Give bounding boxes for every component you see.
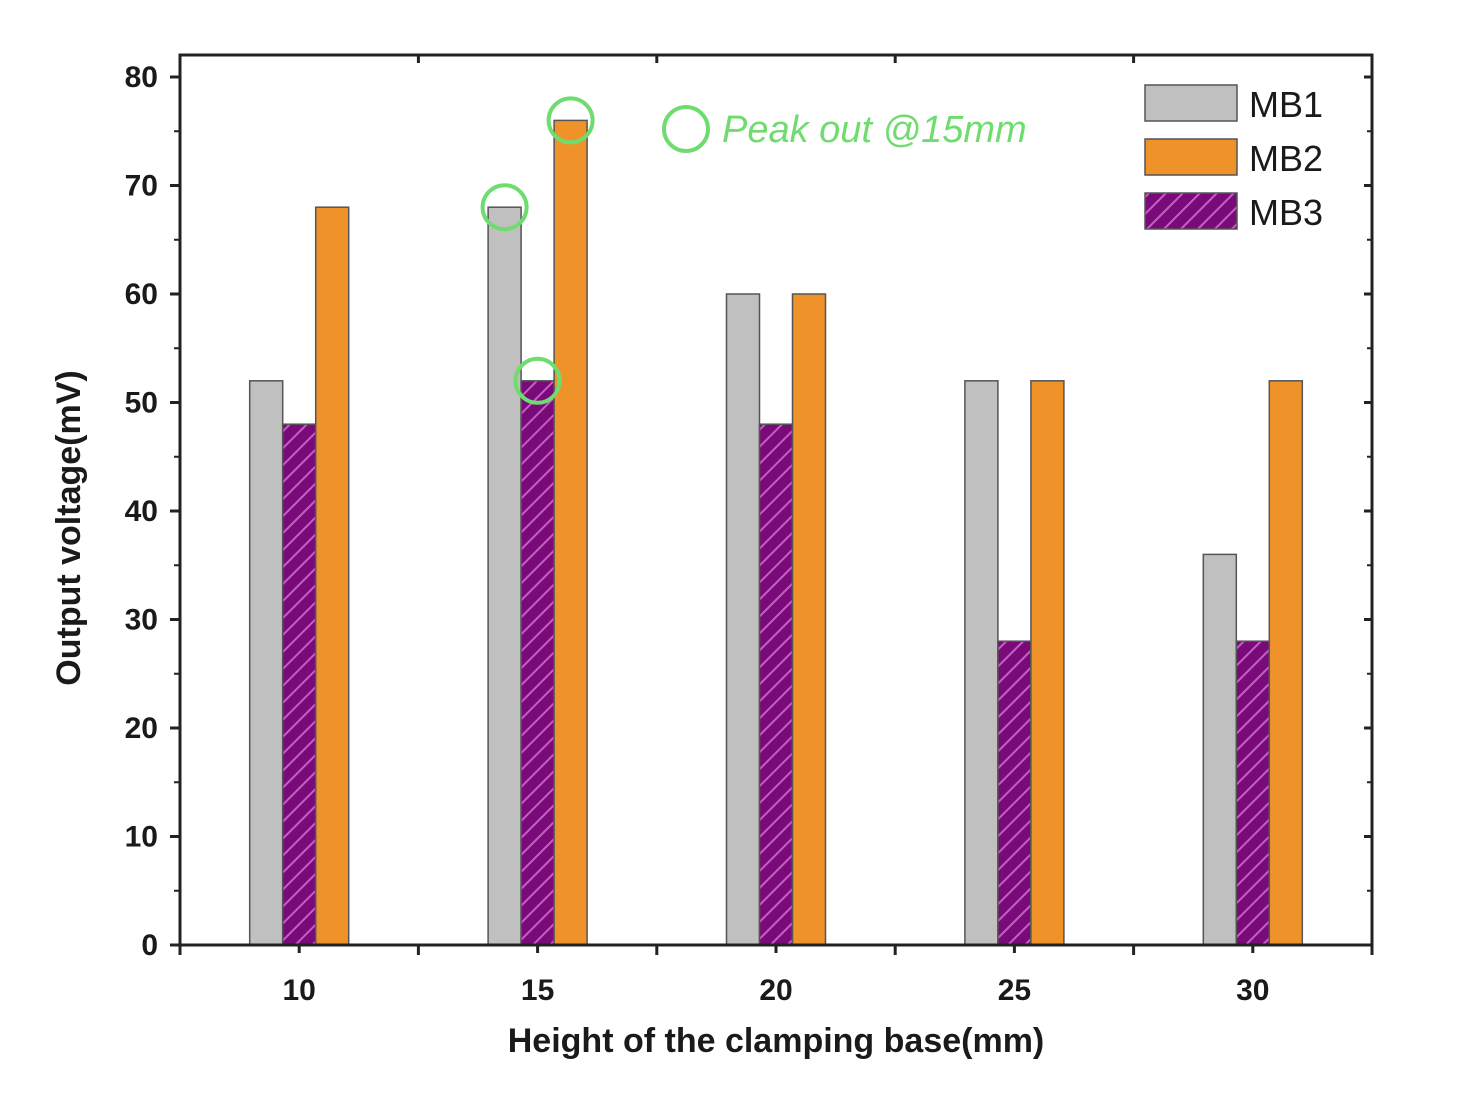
highlight-circle-mb1 — [480, 183, 529, 232]
legend-label-mb1: MB1 — [1249, 84, 1323, 125]
bar-mb1-25 — [964, 380, 999, 946]
x-axis-title: Height of the clamping base(mm) — [508, 1022, 1045, 1060]
annotation: Peak out @15mm — [480, 96, 1027, 405]
bar-mb3-10 — [281, 423, 317, 946]
bar-mb3-15 — [520, 380, 555, 946]
y-tick-label-0: 0 — [141, 929, 158, 962]
y-tick-label-50: 50 — [125, 387, 158, 420]
bar-mb2-15 — [553, 119, 588, 946]
legend-label-mb3: MB3 — [1249, 192, 1323, 233]
legend-swatch-mb2 — [1144, 138, 1238, 176]
y-tick-label-30: 30 — [125, 604, 158, 637]
x-tick-label-25: 25 — [998, 974, 1031, 1007]
y-tick-label-60: 60 — [125, 278, 158, 311]
x-tick-label-30: 30 — [1236, 974, 1269, 1007]
bar-mb2-30 — [1268, 380, 1304, 946]
y-tick-label-10: 10 — [125, 821, 158, 854]
bar-mb2-10 — [314, 206, 350, 946]
bar-mb3-25 — [997, 640, 1032, 946]
legend-swatch-mb3 — [1144, 192, 1238, 230]
y-tick-label-20: 20 — [125, 712, 158, 745]
x-tick-label-15: 15 — [521, 974, 554, 1007]
annotation-text: Peak out @15mm — [722, 109, 1027, 151]
legend-swatch-mb1 — [1144, 84, 1238, 122]
bar-mb2-20 — [791, 293, 827, 946]
bar-mb1-20 — [725, 293, 761, 946]
bar-mb1-30 — [1202, 553, 1238, 946]
bar-mb2-25 — [1030, 380, 1065, 946]
legend-label-mb2: MB2 — [1249, 138, 1323, 179]
y-axis-title: Output voltage(mV) — [50, 370, 88, 685]
bar-mb3-30 — [1235, 640, 1271, 946]
highlight-circle-mb3 — [513, 356, 562, 405]
y-tick-label-80: 80 — [125, 61, 158, 94]
x-tick-label-20: 20 — [759, 974, 792, 1007]
legend: MB1 MB2 MB3 — [1144, 84, 1323, 233]
bar-mb1-10 — [248, 380, 284, 946]
highlight-circle-mb2 — [546, 96, 595, 145]
annotation-marker-icon — [662, 105, 710, 153]
bar-mb1-15 — [487, 206, 522, 946]
x-tick-label-10: 10 — [283, 974, 316, 1007]
y-tick-label-40: 40 — [125, 495, 158, 528]
y-tick-label-70: 70 — [125, 170, 158, 203]
bar-mb3-20 — [758, 423, 794, 946]
